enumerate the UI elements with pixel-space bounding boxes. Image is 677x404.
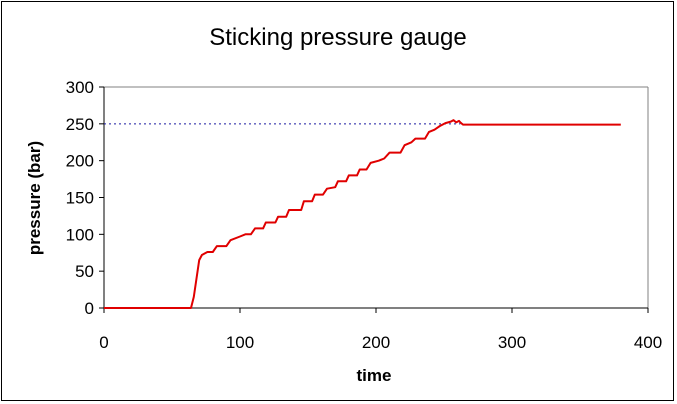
x-tick-label: 100 — [226, 333, 254, 352]
plot-area: 0 50 100 150 200 250 300 0 100 200 300 400 — [66, 78, 663, 352]
y-tick-label: 0 — [85, 299, 94, 318]
x-tick-label: 0 — [99, 333, 108, 352]
y-tick-label: 50 — [75, 262, 94, 281]
x-tick-label: 200 — [362, 333, 390, 352]
pressure-series-line — [104, 119, 621, 309]
x-tick-label: 400 — [634, 333, 662, 352]
chart-title: Sticking pressure gauge — [209, 24, 466, 51]
y-tick-label: 200 — [66, 152, 94, 171]
x-tick-label: 300 — [498, 333, 526, 352]
y-tick-label: 250 — [66, 115, 94, 134]
x-axis-label: time — [357, 366, 392, 385]
y-tick-label: 300 — [66, 78, 94, 97]
y-tick-label: 100 — [66, 225, 94, 244]
y-axis-label: pressure (bar) — [25, 141, 44, 255]
y-tick-label: 150 — [66, 189, 94, 208]
